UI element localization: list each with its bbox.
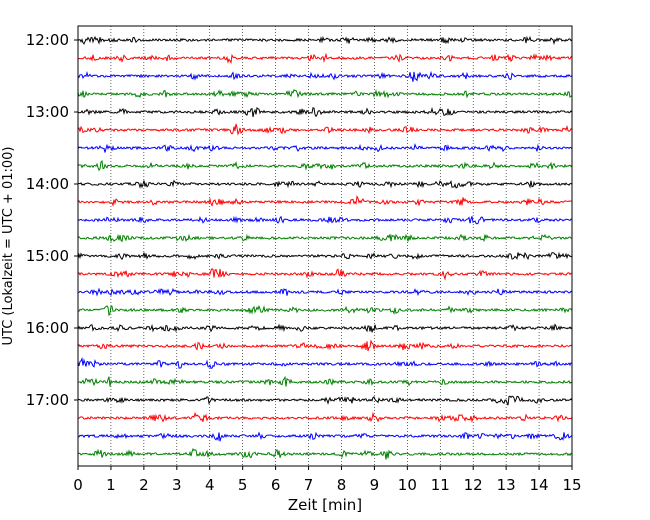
- x-tick-label: 10: [398, 476, 417, 494]
- grid-lines: [110, 26, 540, 466]
- seismic-trace-19: [77, 356, 573, 369]
- seismic-trace-22: [77, 411, 573, 424]
- y-axis-label: UTC (Lokalzeit = UTC + 01:00): [1, 147, 16, 346]
- seismic-trace-7: [77, 142, 573, 153]
- x-axis-ticks: 0 1 2 3 4 5 6 7 8 9 10 11 12 13 14 15: [73, 466, 582, 494]
- seismic-trace-11: [77, 215, 573, 225]
- y-tick-label: 13:00: [26, 103, 69, 121]
- seismic-trace-21: [77, 395, 573, 406]
- plot-frame: [77, 25, 573, 467]
- plot-area: [78, 26, 572, 466]
- seismic-trace-14: [77, 267, 573, 281]
- x-tick-label: 9: [370, 476, 380, 494]
- seismic-trace-9: [77, 179, 573, 189]
- seismic-trace-24: [77, 447, 573, 460]
- x-tick-label: 14: [530, 476, 549, 494]
- seismic-trace-1: [77, 35, 573, 46]
- y-axis-ticks: 12:00 13:00 14:00 15:00 16:00 17:00: [26, 31, 78, 409]
- x-tick-label: 4: [205, 476, 215, 494]
- seismic-trace-3: [77, 70, 573, 82]
- y-tick-label: 17:00: [26, 391, 69, 409]
- x-tick-label: 13: [497, 476, 516, 494]
- x-tick-label: 12: [464, 476, 483, 494]
- x-tick-label: 15: [562, 476, 581, 494]
- seismic-trace-17: [77, 323, 573, 333]
- seismic-trace-18: [77, 339, 573, 352]
- x-tick-label: 2: [139, 476, 149, 494]
- seismic-trace-20: [77, 375, 573, 387]
- seismic-trace-2: [77, 52, 573, 64]
- seismic-trace-13: [77, 251, 573, 261]
- x-tick-label: 1: [106, 476, 116, 494]
- seismic-trace-4: [77, 89, 573, 99]
- y-tick-label: 12:00: [26, 31, 69, 49]
- x-axis-label: Zeit [min]: [288, 496, 362, 514]
- seismic-trace-5: [77, 106, 573, 118]
- x-tick-label: 8: [337, 476, 347, 494]
- x-tick-label: 3: [172, 476, 182, 494]
- x-tick-label: 6: [271, 476, 281, 494]
- x-tick-label: 7: [304, 476, 314, 494]
- seismic-trace-12: [77, 233, 573, 243]
- x-tick-label: 0: [73, 476, 83, 494]
- y-tick-label: 14:00: [26, 175, 69, 193]
- y-tick-label: 16:00: [26, 319, 69, 337]
- seismic-trace-23: [77, 431, 573, 442]
- seismic-trace-10: [77, 194, 573, 207]
- seismic-trace-15: [77, 287, 573, 297]
- y-tick-label: 15:00: [26, 247, 69, 265]
- seismic-trace-6: [77, 123, 573, 136]
- x-tick-label: 11: [431, 476, 450, 494]
- seismic-trace-8: [77, 160, 573, 172]
- seismic-trace-16: [77, 304, 573, 317]
- x-tick-label: 5: [238, 476, 248, 494]
- trace-group: [77, 35, 573, 460]
